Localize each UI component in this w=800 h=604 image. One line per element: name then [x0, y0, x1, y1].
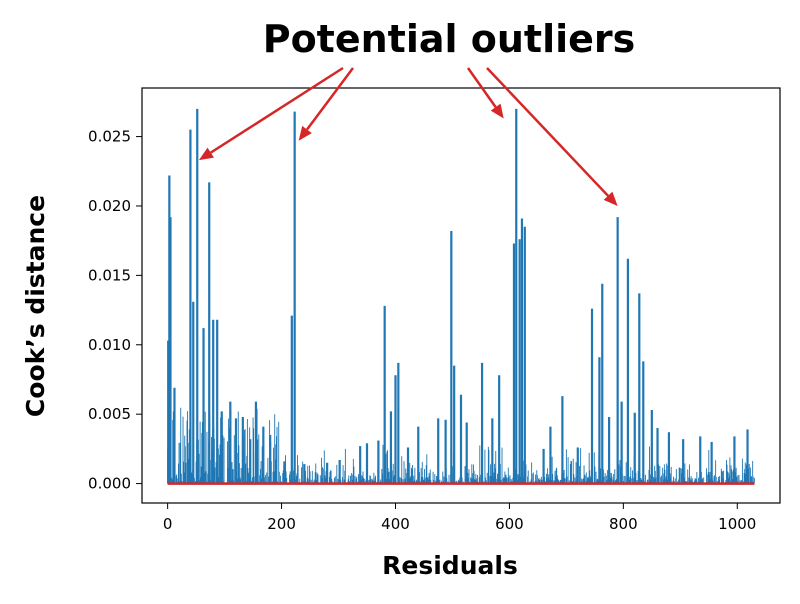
y-axis: 0.000 0.005 0.010 0.015 0.020 0.025 [88, 128, 142, 493]
y-tick-label: 0.005 [88, 405, 131, 423]
y-tick-label: 0.010 [88, 336, 131, 354]
annotation-arrow [198, 66, 344, 161]
x-tick-label: 0 [163, 515, 173, 533]
x-tick-label: 400 [381, 515, 410, 533]
annotation-arrow [486, 67, 618, 206]
annotation-arrow [466, 67, 504, 119]
y-tick-label: 0.015 [88, 266, 131, 284]
y-tick-label: 0.025 [88, 128, 131, 146]
annotation-arrow [298, 67, 355, 141]
y-tick-label: 0.000 [88, 475, 131, 493]
x-tick-label: 200 [267, 515, 296, 533]
annotation-text: Potential outliers [263, 17, 636, 61]
annotation-arrows [198, 66, 618, 206]
x-tick-label: 800 [609, 515, 638, 533]
x-axis-title: Residuals [382, 551, 518, 580]
peak-stems [167, 108, 749, 484]
plot-frame [141, 87, 781, 504]
x-tick-label: 600 [495, 515, 524, 533]
x-tick-label: 1000 [718, 515, 756, 533]
y-axis-title: Cook’s distance [21, 195, 50, 417]
y-tick-label: 0.020 [88, 197, 131, 215]
x-axis: 0 200 400 600 800 1000 [163, 503, 756, 533]
